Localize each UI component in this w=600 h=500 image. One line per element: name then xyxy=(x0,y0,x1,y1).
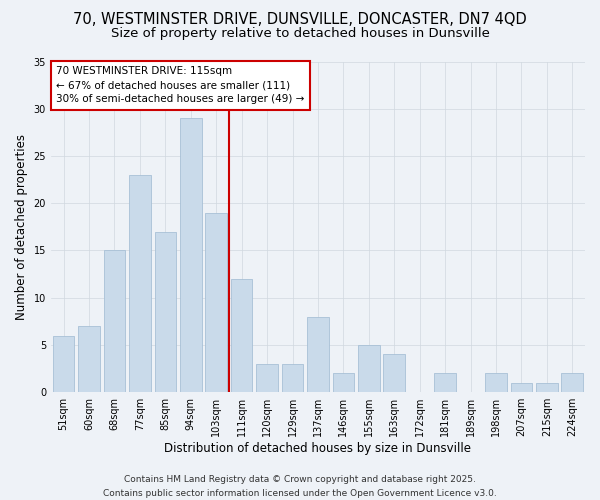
Bar xyxy=(155,232,176,392)
Bar xyxy=(78,326,100,392)
Bar xyxy=(307,316,329,392)
Text: 70 WESTMINSTER DRIVE: 115sqm
← 67% of detached houses are smaller (111)
30% of s: 70 WESTMINSTER DRIVE: 115sqm ← 67% of de… xyxy=(56,66,305,104)
Bar xyxy=(485,374,507,392)
Bar xyxy=(434,374,456,392)
Text: Size of property relative to detached houses in Dunsville: Size of property relative to detached ho… xyxy=(110,28,490,40)
Bar xyxy=(562,374,583,392)
Bar xyxy=(231,279,253,392)
Bar xyxy=(511,383,532,392)
Y-axis label: Number of detached properties: Number of detached properties xyxy=(15,134,28,320)
Bar xyxy=(205,212,227,392)
Bar xyxy=(383,354,405,392)
Bar xyxy=(129,175,151,392)
Text: Contains HM Land Registry data © Crown copyright and database right 2025.
Contai: Contains HM Land Registry data © Crown c… xyxy=(103,476,497,498)
Bar xyxy=(180,118,202,392)
Bar xyxy=(256,364,278,392)
Bar xyxy=(332,374,354,392)
Bar xyxy=(536,383,557,392)
Bar xyxy=(358,345,380,392)
Bar xyxy=(104,250,125,392)
Text: 70, WESTMINSTER DRIVE, DUNSVILLE, DONCASTER, DN7 4QD: 70, WESTMINSTER DRIVE, DUNSVILLE, DONCAS… xyxy=(73,12,527,28)
Bar xyxy=(282,364,304,392)
X-axis label: Distribution of detached houses by size in Dunsville: Distribution of detached houses by size … xyxy=(164,442,472,455)
Bar xyxy=(53,336,74,392)
